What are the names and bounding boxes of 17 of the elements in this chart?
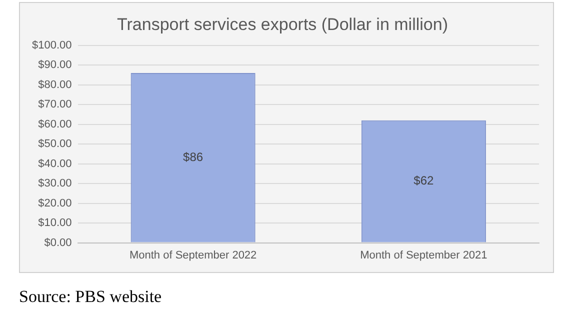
y-tick-label: $30.00	[38, 178, 72, 190]
y-tick-label: $50.00	[38, 138, 72, 150]
x-tick-label: Month of September 2021	[360, 249, 488, 262]
y-tick-label: $60.00	[38, 118, 72, 130]
y-tick-label: $90.00	[38, 59, 72, 72]
source-note: Source: PBS website	[19, 287, 162, 307]
data-label: $62	[414, 174, 434, 188]
x-tick-label: Month of September 2022	[129, 249, 257, 262]
y-tick-label: $70.00	[38, 98, 72, 111]
y-tick-label: $40.00	[38, 158, 72, 170]
y-tick-label: $10.00	[38, 217, 72, 230]
data-label: $86	[183, 150, 204, 164]
y-tick-label: $20.00	[38, 197, 72, 210]
y-tick-label: $80.00	[38, 78, 72, 91]
chart-title: Transport services exports (Dollar in million)	[117, 14, 448, 34]
y-tick-label: $100.00	[32, 39, 72, 52]
y-tick-label: $0.00	[44, 236, 72, 249]
